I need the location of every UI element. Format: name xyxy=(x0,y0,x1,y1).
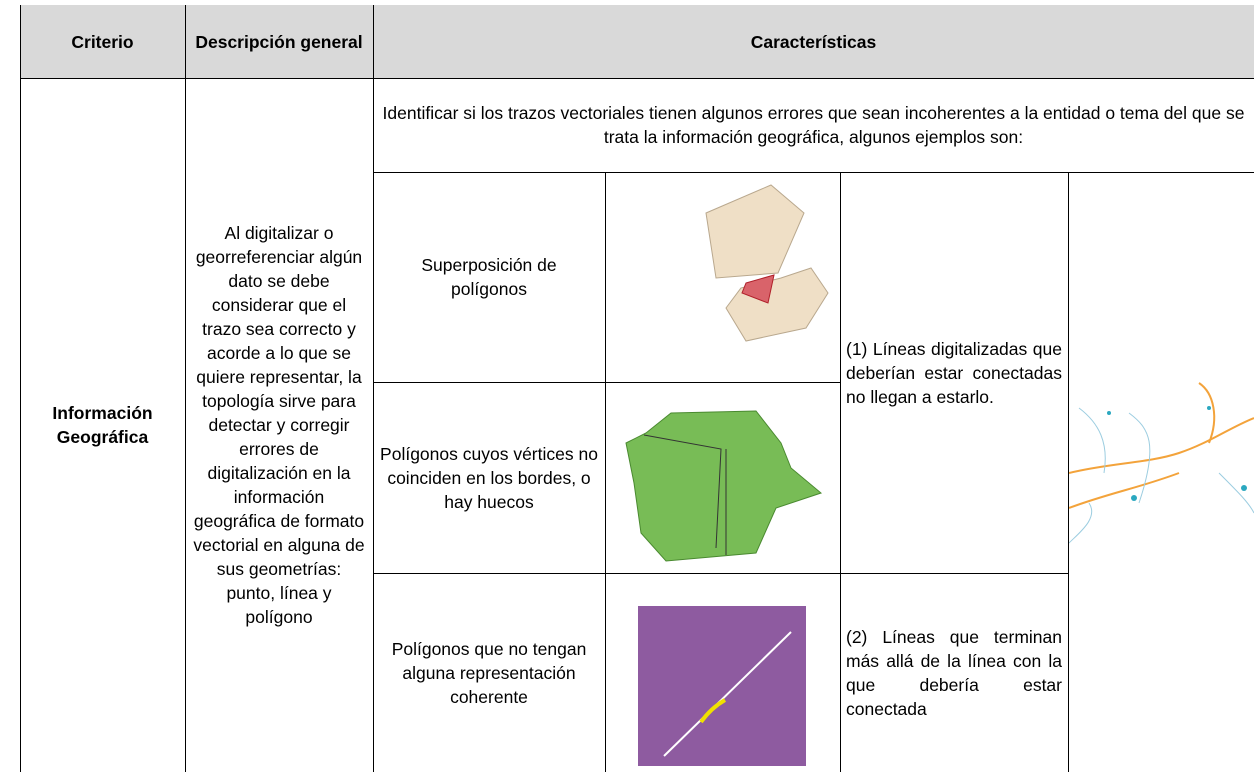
header-text: Criterio xyxy=(71,31,134,52)
rule xyxy=(605,172,606,772)
example: Polígonos que no tengan alguna represent… xyxy=(391,638,587,707)
rule xyxy=(373,573,1068,574)
description: Al digitalizar o georreferenciar algún d… xyxy=(193,223,365,627)
example-cell: Polígonos que no tengan alguna represent… xyxy=(373,573,605,772)
criterion: Información Geográfica xyxy=(52,403,153,447)
criterion-cell: Información Geográfica xyxy=(20,78,185,772)
note: (2) Líneas que terminan más allá de la l… xyxy=(846,626,1062,719)
header-cell: Criterio xyxy=(20,5,185,78)
map-image xyxy=(1069,382,1254,544)
rule xyxy=(373,382,840,383)
rule xyxy=(1068,172,1069,772)
rule xyxy=(20,78,1254,79)
example: Polígonos cuyos vértices no coinciden en… xyxy=(380,443,598,512)
intro-cell: Identificar si los trazos vectoriales ti… xyxy=(373,78,1254,172)
header-text: Descripción general xyxy=(195,31,363,52)
header-cell: Descripción general xyxy=(185,5,373,78)
overlap-image xyxy=(705,184,829,342)
rule xyxy=(185,5,186,772)
example-cell: Polígonos cuyos vértices no coinciden en… xyxy=(373,382,605,573)
header-cell: Características xyxy=(373,5,1254,78)
example: Superposición de polígonos xyxy=(421,255,557,299)
example-cell: Superposición de polígonos xyxy=(373,172,605,382)
header-text: Características xyxy=(750,31,877,52)
description-cell: Al digitalizar o georreferenciar algún d… xyxy=(185,78,373,772)
rule xyxy=(373,5,374,772)
rule xyxy=(373,172,1254,173)
note-cell: (2) Líneas que terminan más allá de la l… xyxy=(840,573,1068,772)
purple-image xyxy=(638,606,806,766)
note: (1) Líneas digitalizadas que deberían es… xyxy=(846,338,1062,407)
note-cell: (1) Líneas digitalizadas que deberían es… xyxy=(840,172,1068,573)
gaps-image xyxy=(625,410,823,562)
intro: Identificar si los trazos vectoriales ti… xyxy=(382,103,1245,147)
rule xyxy=(20,5,21,772)
rule xyxy=(840,172,841,772)
